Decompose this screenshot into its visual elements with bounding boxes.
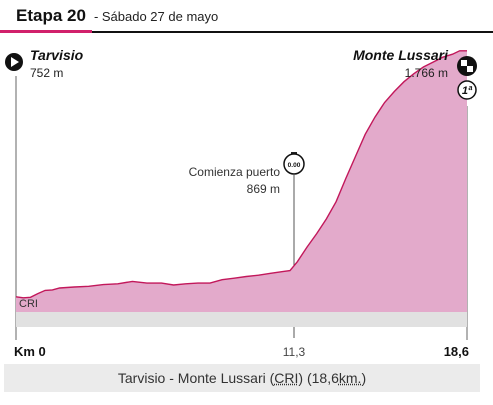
elevation-profile-chart: CRI Tarvisio 752 m Monte Lussari 1.766 m…	[5, 47, 477, 359]
caption-prefix: Tarvisio - Monte Lussari (	[117, 370, 275, 386]
header-accent-bar	[0, 30, 92, 33]
elevation-line	[15, 50, 467, 299]
svg-text:0.00: 0.00	[288, 162, 301, 169]
caption-mid: ) (18,6	[298, 370, 339, 386]
baseline-band-label: CRI	[19, 298, 38, 310]
caption-abbr: CRI	[274, 370, 299, 386]
climb-start-waypoint: Comienza puerto 869 m 0.00	[189, 152, 305, 196]
finish-altitude: 1.766 m	[405, 66, 448, 80]
route-caption: Tarvisio - Monte Lussari (CRI) (18,6 km.…	[4, 364, 480, 392]
start-play-glyph	[11, 57, 19, 67]
tick-label-climb: 11,3	[283, 345, 306, 359]
tick-label-finish: 18,6	[444, 344, 469, 359]
elevation-area	[16, 50, 467, 313]
baseline-band	[16, 312, 467, 327]
start-altitude: 752 m	[30, 66, 63, 80]
start-name: Tarvisio	[30, 47, 84, 63]
caption-unit: km.	[338, 370, 362, 386]
finish-flag-icon	[457, 56, 477, 76]
climb-start-name: Comienza puerto	[189, 165, 281, 179]
climb-start-altitude: 869 m	[247, 182, 280, 196]
mountain-category-badge: 1ª	[457, 80, 477, 100]
finish-waypoint: Monte Lussari 1.766 m 1ª	[353, 47, 477, 100]
tick-label-km0: Km 0	[14, 344, 46, 359]
stopwatch-icon: 0.00	[283, 152, 305, 175]
start-waypoint: Tarvisio 752 m	[5, 47, 84, 80]
stage-header: Etapa 20 - Sábado 27 de mayo	[16, 6, 218, 26]
svg-text:1ª: 1ª	[462, 85, 473, 97]
header-divider	[0, 31, 493, 33]
stage-title: Etapa 20	[16, 6, 86, 25]
finish-name: Monte Lussari	[353, 47, 449, 63]
stage-date: - Sábado 27 de mayo	[93, 9, 219, 24]
caption-suffix: )	[361, 370, 367, 386]
